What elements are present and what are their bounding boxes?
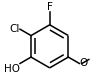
Text: HO: HO (4, 64, 20, 74)
Text: F: F (47, 2, 53, 12)
Text: Cl: Cl (9, 24, 20, 34)
Text: O: O (80, 58, 88, 68)
